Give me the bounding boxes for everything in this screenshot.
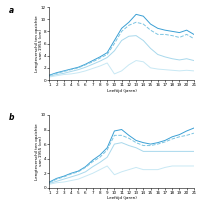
- Text: b: b: [9, 114, 14, 122]
- X-axis label: Leeftijd (jaren): Leeftijd (jaren): [107, 89, 137, 92]
- Y-axis label: Lengteverschil ten opzichte
van 1955 (cm): Lengteverschil ten opzichte van 1955 (cm…: [35, 15, 43, 72]
- X-axis label: Leeftijd (jaren): Leeftijd (jaren): [107, 197, 137, 200]
- Y-axis label: Lengteverschil ten opzichte
van 1955 (cm): Lengteverschil ten opzichte van 1955 (cm…: [35, 123, 43, 180]
- Text: a: a: [9, 6, 14, 15]
